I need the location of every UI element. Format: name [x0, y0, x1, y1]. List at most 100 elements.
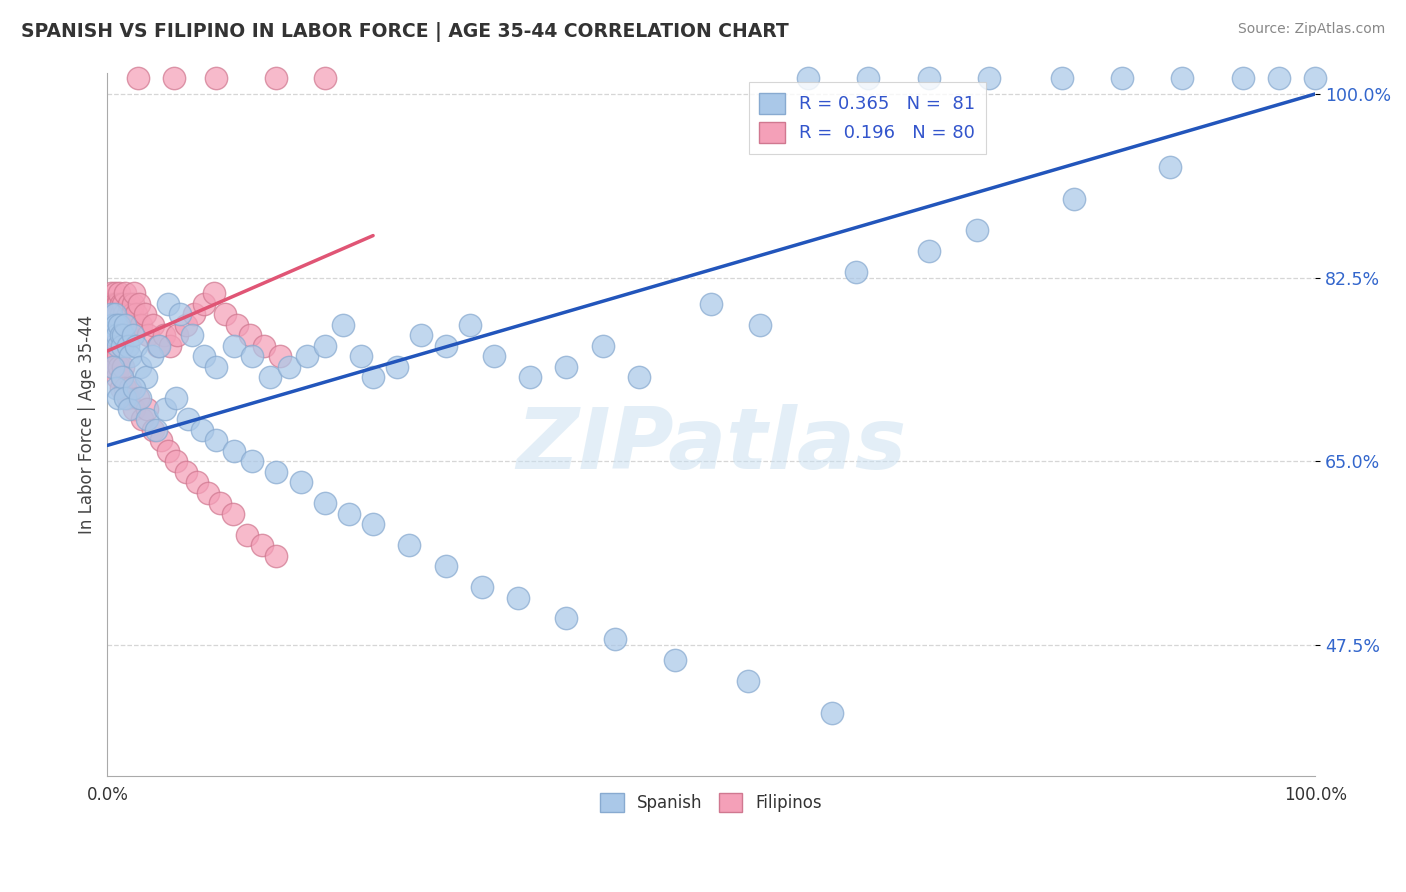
Point	[664, 653, 686, 667]
Point	[205, 359, 228, 374]
Point	[129, 318, 152, 332]
Point	[138, 328, 160, 343]
Point	[101, 318, 124, 332]
Point	[174, 318, 197, 332]
Point	[120, 318, 142, 332]
Text: SPANISH VS FILIPINO IN LABOR FORCE | AGE 35-44 CORRELATION CHART: SPANISH VS FILIPINO IN LABOR FORCE | AGE…	[21, 22, 789, 42]
Point	[145, 423, 167, 437]
Point	[121, 328, 143, 343]
Point	[1171, 71, 1194, 86]
Point	[108, 286, 131, 301]
Point	[845, 265, 868, 279]
Point	[1303, 71, 1326, 86]
Point	[112, 307, 135, 321]
Point	[350, 349, 373, 363]
Point	[225, 318, 247, 332]
Point	[110, 328, 132, 343]
Point	[821, 706, 844, 720]
Point	[253, 339, 276, 353]
Point	[169, 307, 191, 321]
Point	[240, 454, 263, 468]
Point	[149, 433, 172, 447]
Point	[129, 391, 152, 405]
Point	[107, 307, 129, 321]
Point	[205, 71, 228, 86]
Point	[120, 381, 142, 395]
Point	[103, 297, 125, 311]
Point	[700, 297, 723, 311]
Point	[127, 391, 149, 405]
Point	[107, 297, 129, 311]
Point	[104, 307, 127, 321]
Point	[117, 391, 139, 405]
Point	[434, 339, 457, 353]
Point	[148, 339, 170, 353]
Point	[208, 496, 231, 510]
Point	[165, 454, 187, 468]
Point	[224, 443, 246, 458]
Point	[918, 244, 941, 259]
Point	[125, 307, 148, 321]
Point	[266, 549, 288, 563]
Point	[177, 412, 200, 426]
Point	[259, 370, 281, 384]
Point	[127, 71, 149, 86]
Point	[98, 307, 121, 321]
Point	[174, 465, 197, 479]
Point	[858, 71, 880, 86]
Point	[121, 307, 143, 321]
Point	[136, 401, 159, 416]
Point	[797, 71, 820, 86]
Point	[104, 349, 127, 363]
Point	[222, 507, 245, 521]
Point	[131, 412, 153, 426]
Point	[110, 307, 132, 321]
Point	[128, 297, 150, 311]
Legend: Spanish, Filipinos: Spanish, Filipinos	[592, 784, 831, 821]
Point	[98, 297, 121, 311]
Point	[125, 339, 148, 353]
Point	[105, 307, 128, 321]
Point	[104, 359, 127, 374]
Point	[112, 328, 135, 343]
Point	[108, 318, 131, 332]
Point	[250, 538, 273, 552]
Point	[104, 318, 127, 332]
Point	[1268, 71, 1291, 86]
Text: ZIPatlas: ZIPatlas	[516, 404, 907, 487]
Point	[748, 318, 770, 332]
Point	[111, 370, 134, 384]
Point	[103, 359, 125, 374]
Point	[193, 349, 215, 363]
Point	[129, 359, 152, 374]
Point	[120, 349, 142, 363]
Point	[108, 318, 131, 332]
Point	[240, 349, 263, 363]
Point	[104, 318, 127, 332]
Point	[153, 328, 176, 343]
Point	[100, 349, 122, 363]
Point	[114, 318, 136, 332]
Point	[104, 286, 127, 301]
Point	[737, 674, 759, 689]
Point	[155, 401, 177, 416]
Point	[186, 475, 208, 489]
Point	[104, 381, 127, 395]
Point	[110, 381, 132, 395]
Point	[166, 328, 188, 343]
Point	[337, 507, 360, 521]
Point	[966, 223, 988, 237]
Point	[111, 318, 134, 332]
Point	[266, 465, 288, 479]
Point	[193, 297, 215, 311]
Point	[183, 307, 205, 321]
Point	[105, 297, 128, 311]
Point	[107, 339, 129, 353]
Point	[977, 71, 1000, 86]
Point	[136, 412, 159, 426]
Point	[105, 370, 128, 384]
Y-axis label: In Labor Force | Age 35-44: In Labor Force | Age 35-44	[79, 315, 96, 534]
Point	[100, 286, 122, 301]
Point	[387, 359, 409, 374]
Point	[112, 297, 135, 311]
